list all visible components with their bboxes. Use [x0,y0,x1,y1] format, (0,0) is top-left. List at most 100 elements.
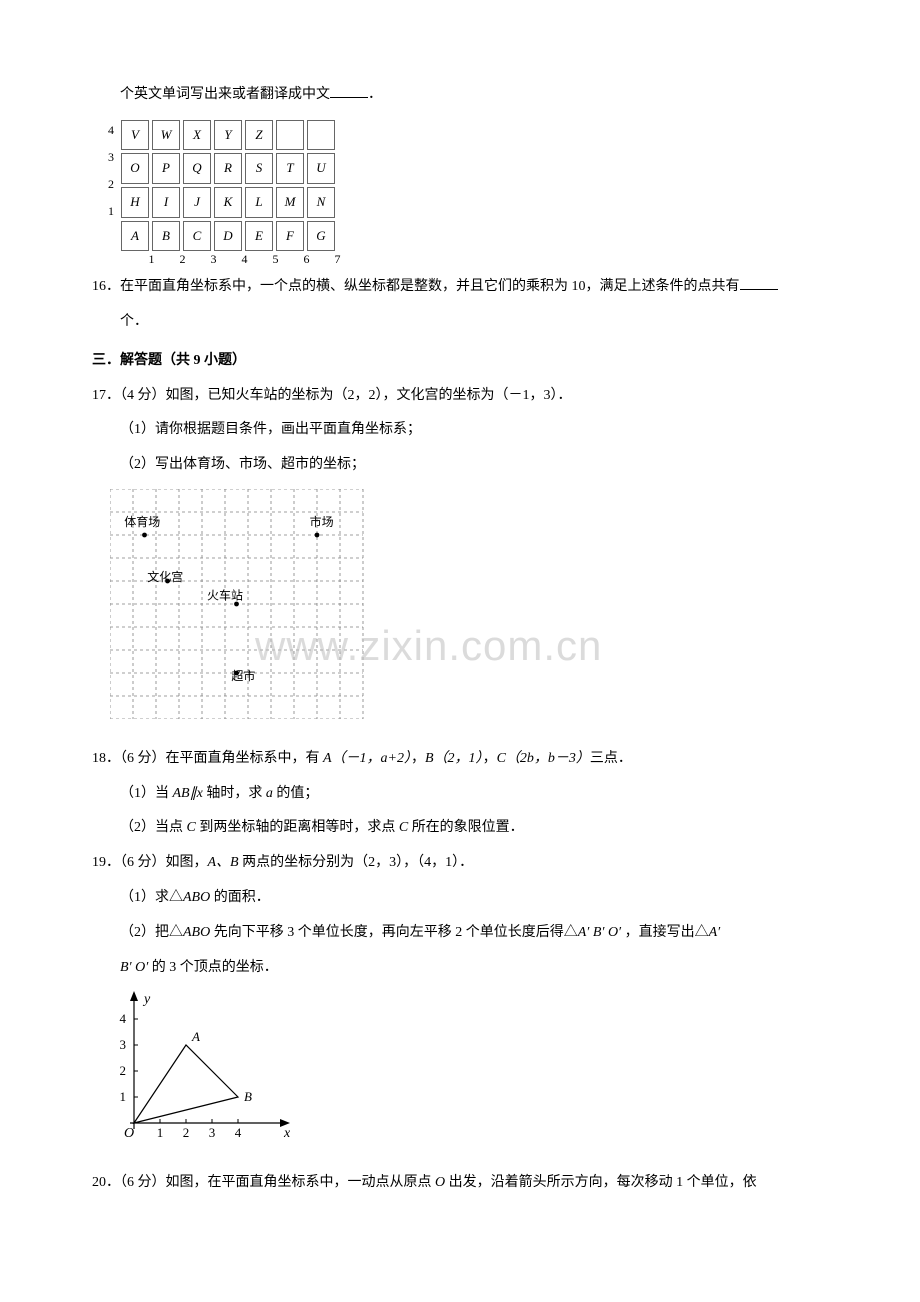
letter-cell: T [276,153,304,184]
q19-p2-before: （2）把△ [120,925,183,940]
q17-line: 17．（4 分）如图，已知火车站的坐标为（2，2），文化宫的坐标为（－1，3）． [92,381,828,412]
q17-text: 如图，已知火车站的坐标为（2，2），文化宫的坐标为（－1，3）． [166,388,572,403]
q19-p3-after: 的 3 个顶点的坐标． [148,960,278,975]
q16-suffix: 个． [92,307,828,338]
map-figure: 体育场 市场文化宫火车站超市 [110,489,828,732]
svg-text:B: B [244,1089,252,1104]
q18-p2-mid: 到两坐标轴的距离相等时，求点 [196,820,399,835]
q18-B: B（2，1） [425,751,483,766]
q20-text-before: 如图，在平面直角坐标系中，一动点从原点 [166,1175,436,1190]
left-axis-1: 1 [108,198,114,225]
q15-tail-text: 个英文单词写出来或者翻译成中文 [120,87,330,102]
letter-grid-figure: 4 3 2 1 VWXYZ OPQRSTUHIJKLMNABCDEFG 1 2 … [110,117,828,254]
left-axis-2: 2 [108,171,114,198]
letter-cell: V [121,120,149,151]
letter-cell: H [121,187,149,218]
q18-sep2: ， [483,751,497,766]
letter-cell: X [183,120,211,151]
svg-text:4: 4 [120,1011,127,1026]
letter-cell: S [245,153,273,184]
q19-p3: B′ O′ 的 3 个顶点的坐标． [92,953,828,984]
q16-line: 16．在平面直角坐标系中，一个点的横、纵坐标都是整数，并且它们的乘积为 10，满… [92,272,828,303]
q18-p1-after2: 的值； [273,786,319,801]
letter-cell: I [152,187,180,218]
q19-text-before: 如图， [166,855,208,870]
q19-p2-tri2: A′ B′ O′ [578,925,621,940]
letter-cell: N [307,187,335,218]
bottom-axis-5: 5 [260,246,291,272]
letter-cell: O [121,153,149,184]
svg-text:3: 3 [209,1125,216,1140]
q18-p1-mid: AB∥x [173,786,203,801]
svg-text:文化宫: 文化宫 [147,569,183,584]
q18-p2: （2）当点 C 到两坐标轴的距离相等时，求点 C 所在的象限位置． [92,813,828,844]
svg-text:A: A [191,1029,200,1044]
letter-cell: Q [183,153,211,184]
letter-cell: W [152,120,180,151]
svg-text:超市: 超市 [231,668,255,683]
q19-label: 19．（6 分） [92,855,166,870]
q15-blank [330,84,368,98]
letter-cell: J [183,187,211,218]
letter-cell [307,120,335,151]
q19-p1-before: （1）求△ [120,890,183,905]
letter-cell: M [276,187,304,218]
svg-text:市场: 市场 [310,514,334,529]
svg-text:3: 3 [120,1037,127,1052]
q18-p1: （1）当 AB∥x 轴时，求 a 的值； [92,779,828,810]
left-axis-3: 3 [108,144,114,171]
letter-cell: U [307,153,335,184]
q18-text-after: 三点． [590,751,632,766]
q18-p2-after: 所在的象限位置． [408,820,524,835]
bottom-axis-3: 3 [198,246,229,272]
section-3-title: 三．解答题（共 9 小题） [92,346,828,377]
svg-text:4: 4 [235,1125,242,1140]
q19-text-mid: 两点的坐标分别为（2，3），（4，1）． [239,855,474,870]
svg-text:1: 1 [120,1089,127,1104]
q18-A: A（－1，a+2） [323,751,411,766]
q17-p2: （2）写出体育场、市场、超市的坐标； [92,450,828,481]
triangle-figure: 12341234yxOAB [110,991,828,1154]
bottom-axis-6: 6 [291,246,322,272]
svg-text:体育场: 体育场 [124,514,160,529]
letter-cell: R [214,153,242,184]
bottom-axis-4: 4 [229,246,260,272]
svg-text:2: 2 [120,1063,127,1078]
q17-label: 17．（4 分） [92,388,166,403]
letter-grid-bottom-axis: 1 2 3 4 5 6 7 [136,246,353,272]
q18-label: 18．（6 分） [92,751,166,766]
letter-grid-left-axis: 4 3 2 1 [108,117,114,225]
q16-label: 16． [92,279,120,294]
letter-cell: Z [245,120,273,151]
q19-p1-tri: ABO [183,890,210,905]
q19-p2-mid: 先向下平移 3 个单位长度，再向左平移 2 个单位长度后得△ [210,925,578,940]
q19-p3-before: B′ O′ [120,960,148,975]
letter-cell: L [245,187,273,218]
q16-blank [740,276,778,290]
svg-text:y: y [142,992,151,1007]
q18-p1-after1: 轴时，求 [203,786,266,801]
q16-text: 在平面直角坐标系中，一个点的横、纵坐标都是整数，并且它们的乘积为 10，满足上述… [120,279,740,294]
svg-text:O: O [124,1126,134,1141]
bottom-axis-1: 1 [136,246,167,272]
q18-text-before: 在平面直角坐标系中，有 [166,751,324,766]
q19-p1-after: 的面积． [210,890,270,905]
q19-p2-tri: ABO [183,925,210,940]
left-axis-4: 4 [108,117,114,144]
letter-cell: Y [214,120,242,151]
svg-text:x: x [283,1126,290,1141]
svg-text:火车站: 火车站 [207,587,243,602]
q18-p2-var: C [187,820,196,835]
map-svg: 体育场 市场文化宫火车站超市 [110,489,370,719]
q15-punct: ． [368,87,382,102]
q18-p1-var: a [266,786,273,801]
q20-label: 20．（6 分） [92,1175,166,1190]
q18-sep1: ， [411,751,425,766]
letter-cell [276,120,304,151]
q18-C: C（2b，b－3） [497,751,590,766]
q19-p2: （2）把△ABO 先向下平移 3 个单位长度，再向左平移 2 个单位长度后得△A… [92,918,828,949]
q15-tail-line: 个英文单词写出来或者翻译成中文 ． [92,80,828,111]
q18-p1-before: （1）当 [120,786,173,801]
triangle-svg: 12341234yxOAB [110,991,290,1141]
q19-p2-after: ，直接写出△ [621,925,709,940]
